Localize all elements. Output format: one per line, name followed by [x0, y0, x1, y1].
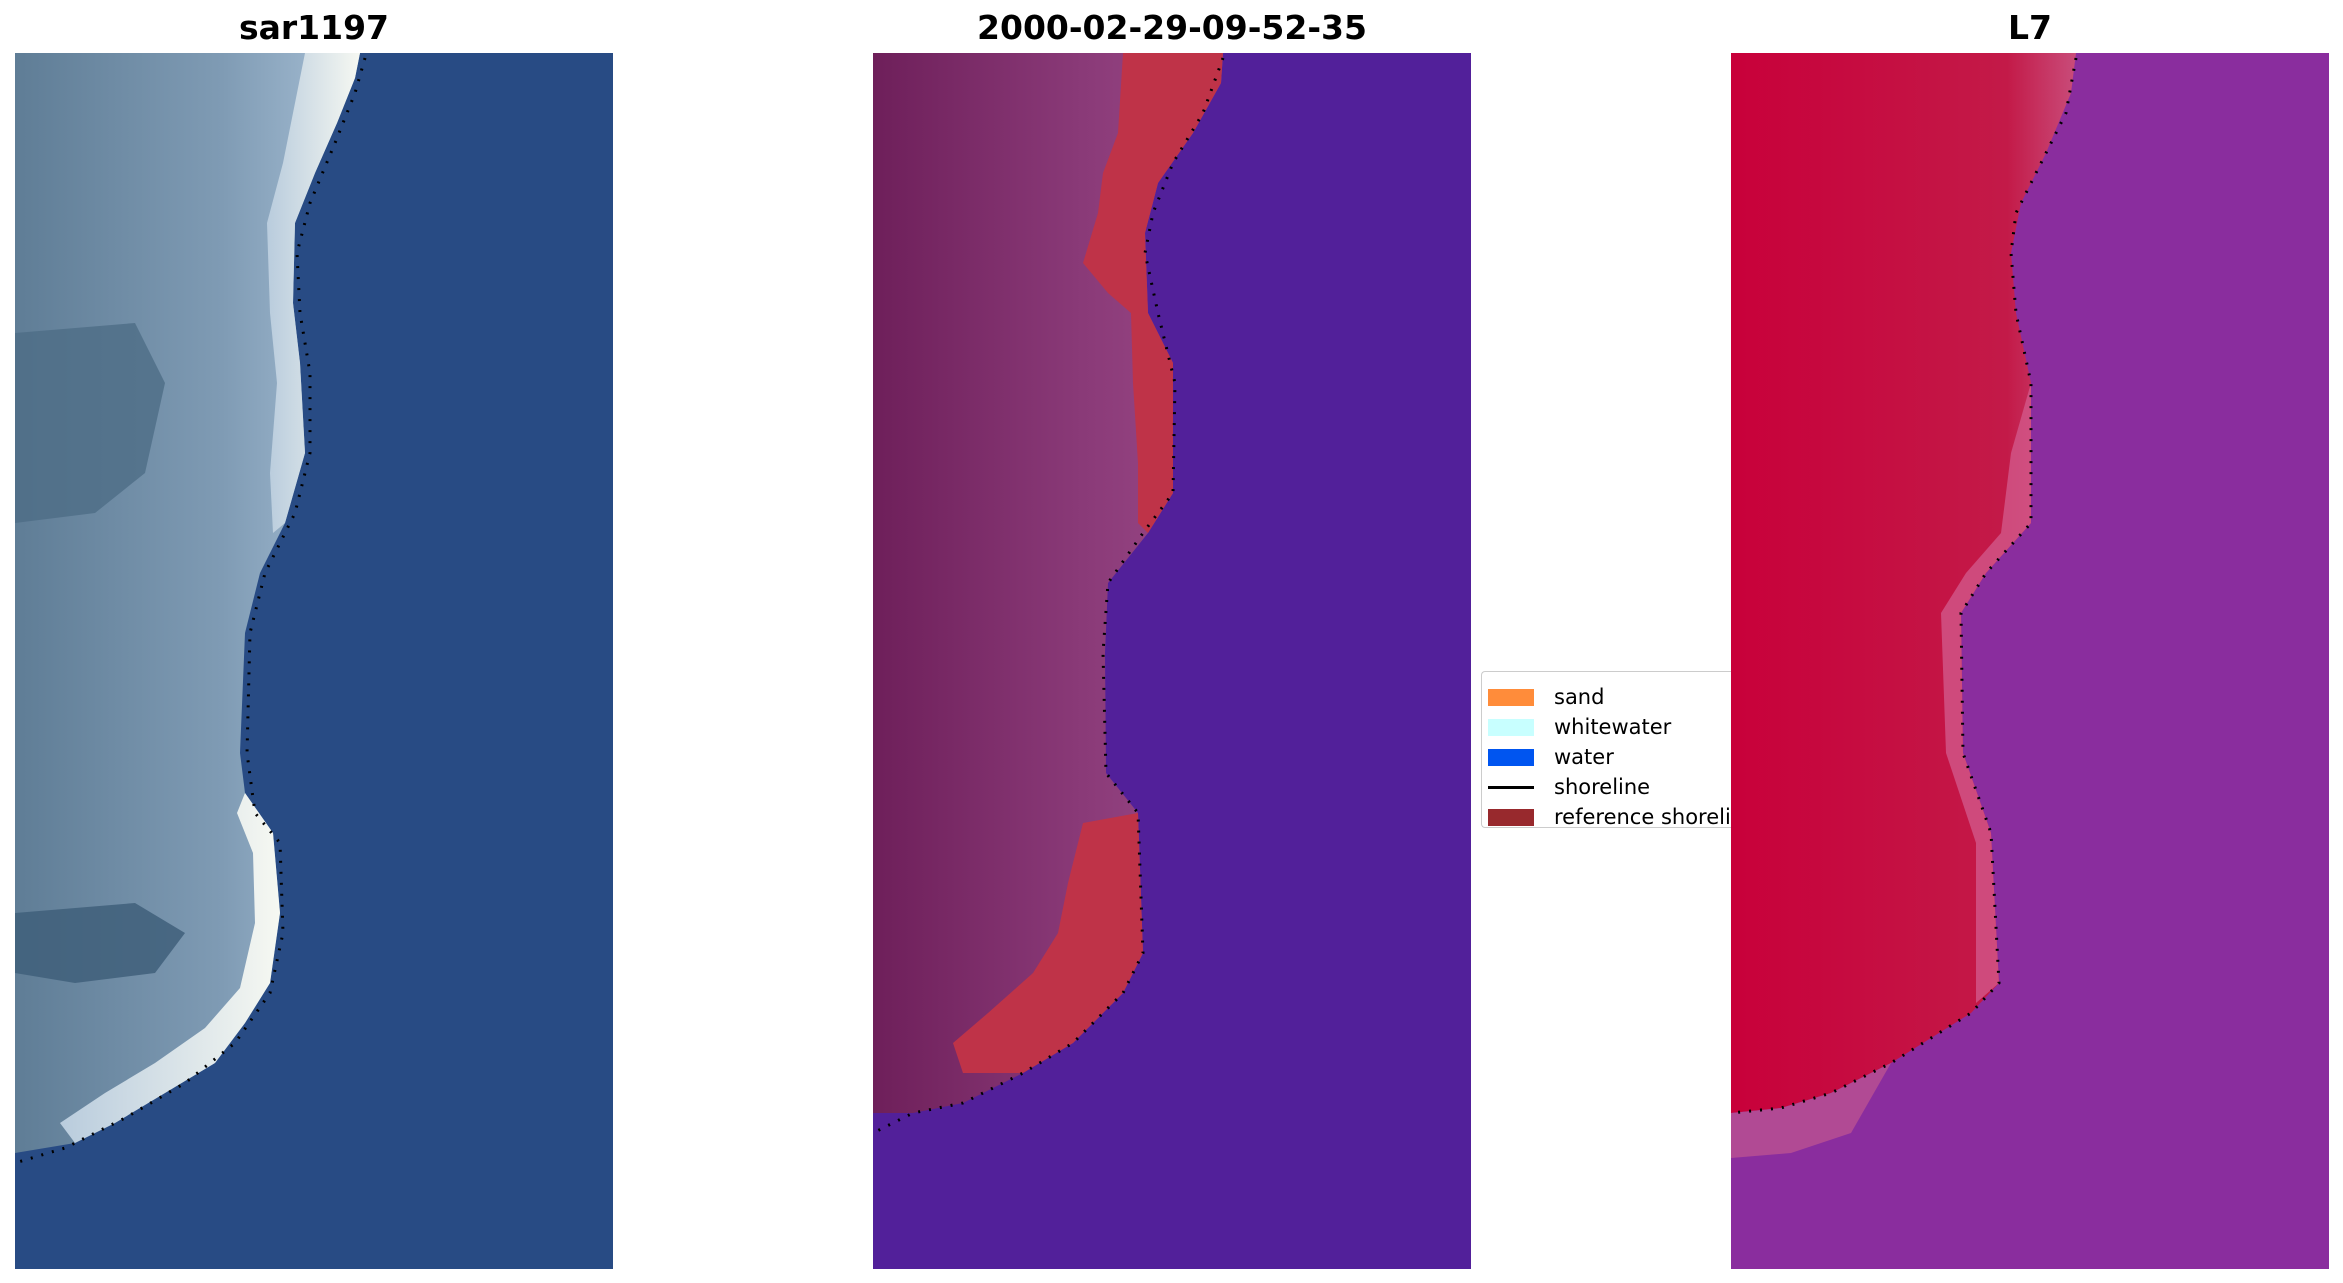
index-image [1731, 53, 2329, 1269]
legend-label: reference shoreline [1554, 805, 1731, 828]
mndwi-transition-band [1941, 383, 2031, 1003]
legend-swatch-whitewater [1488, 718, 1534, 736]
mndwi-transition-band [1731, 1063, 1891, 1158]
index-image-panel [1731, 53, 2329, 1269]
legend-item-whitewater: whitewater [1488, 712, 1671, 742]
legend-line-shoreline [1488, 779, 1534, 796]
class-sand-strip [1083, 53, 1223, 533]
panel-title-rgb: sar1197 [238, 8, 390, 47]
legend-label: whitewater [1554, 715, 1672, 739]
classification-image [873, 53, 1471, 1269]
classification-panel [873, 53, 1471, 1269]
legend-item-reference-shoreline: reference shoreline [1488, 802, 1731, 828]
legend-label: shoreline [1554, 775, 1651, 799]
legend-label: water [1554, 745, 1614, 769]
legend-swatch-sand [1488, 688, 1534, 706]
rgb-surf-zone [60, 793, 280, 1143]
panel-title-classification: 2000-02-29-09-52-35 [977, 8, 1367, 47]
legend-swatch-reference-shoreline [1488, 808, 1534, 826]
legend-item-sand: sand [1488, 682, 1604, 712]
rgb-image [15, 53, 613, 1269]
legend-swatch-water [1488, 748, 1534, 766]
panel-title-index: L7 [2008, 8, 2052, 47]
rgb-dark-patch [15, 323, 165, 523]
rgb-image-panel [15, 53, 613, 1269]
legend-label: sand [1554, 685, 1605, 709]
legend-item-water: water [1488, 742, 1614, 772]
legend: sand whitewater water shoreline referenc… [1481, 671, 1731, 828]
rgb-surf-zone [267, 53, 360, 533]
rgb-dark-patch [15, 903, 185, 983]
class-sand-strip [953, 813, 1143, 1073]
class-shoreline [873, 57, 1225, 1135]
mndwi-shoreline [1731, 57, 2078, 1115]
legend-item-shoreline: shoreline [1488, 772, 1650, 802]
